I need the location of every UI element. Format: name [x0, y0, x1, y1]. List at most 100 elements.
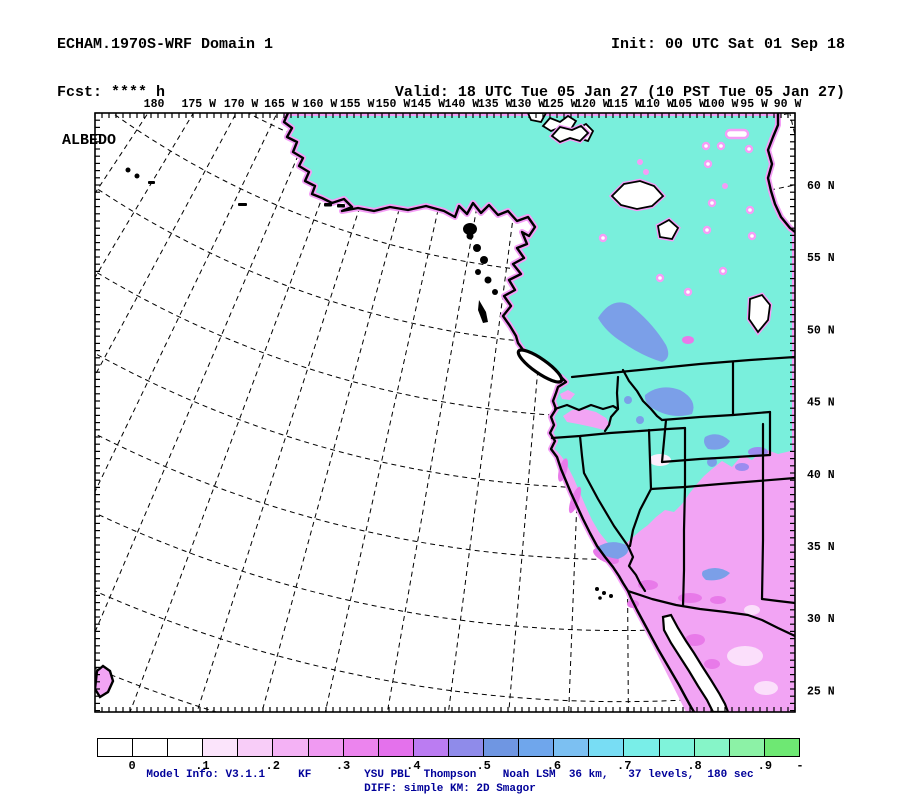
parallel-line — [95, 590, 795, 702]
pale-pink-patches — [727, 605, 778, 695]
small-lake-dot — [745, 205, 755, 215]
longitude-axis-labels: 180 175 W 170 W 165 W 160 W 155 W 150 W 145 W 14… — [144, 98, 802, 111]
lon-label: 145 W — [411, 98, 446, 111]
header-left: ECHAM.1970S-WRF Domain 1 Fcst: **** h AL… — [57, 5, 273, 181]
small-lake-dots — [598, 128, 757, 297]
lat-label: 25 N — [807, 685, 835, 698]
colorbar-tick-label: - — [796, 759, 804, 773]
colorbar-cell — [729, 739, 765, 756]
small-lake-dot — [683, 287, 693, 297]
lat-label: 50 N — [807, 324, 835, 337]
small-lake-dot — [701, 141, 711, 151]
lon-label: 135 W — [478, 98, 513, 111]
colorbar-tick-label: .3 — [335, 759, 351, 773]
lon-label: 160 W — [303, 98, 338, 111]
colorbar-tick-label: .6 — [546, 759, 562, 773]
lon-label: 130 W — [511, 98, 546, 111]
us-canada-border — [570, 355, 795, 379]
small-lake-dot — [747, 231, 757, 241]
diffusion-info-line: DIFF: simple KM: 2D Smagor — [364, 783, 536, 795]
small-lake-dot — [744, 144, 754, 154]
colorbar-tick-label: .9 — [757, 759, 773, 773]
lon-label: 100 W — [704, 98, 739, 111]
sierra-teal-tongue — [579, 474, 610, 541]
gulf-of-california — [661, 613, 730, 712]
small-lake-dot — [718, 266, 728, 276]
pink-dot — [722, 183, 728, 189]
valid-time: Valid: 18 UTC Tue 05 Jan 27 (10 PST Tue … — [394, 84, 845, 101]
colorbar-cell — [659, 739, 695, 756]
snake-plain-pink — [563, 409, 611, 430]
southwest-pink-region — [556, 449, 795, 712]
colorbar: 0 .1 .2 .3 .4 .5 .6 .7 .8 .9 - — [97, 738, 804, 773]
colorbar-tick-label: .7 — [617, 759, 632, 773]
small-lake-dot — [703, 159, 713, 169]
init-time: Init: 00 UTC Sat 01 Sep 18 — [610, 36, 845, 53]
colorbar-cell — [413, 739, 449, 756]
colorbar-cell — [168, 739, 204, 756]
lon-label: 105 W — [671, 98, 706, 111]
lat-label: 45 N — [807, 397, 835, 410]
colorbar-cell — [694, 739, 730, 756]
colorbar-cell — [308, 739, 344, 756]
salt-desert-pale-spot — [649, 454, 671, 466]
parallel-line — [0, 0, 900, 62]
colorbar-cell — [519, 739, 555, 756]
meridian-line — [95, 113, 317, 634]
lat-label: 40 N — [807, 469, 835, 482]
us-mexico-border — [626, 589, 795, 638]
arctic-inlet — [527, 113, 548, 124]
field-name: ALBEDO — [62, 132, 117, 149]
colorbar-cell — [378, 739, 414, 756]
small-lake-dot — [716, 141, 726, 151]
colorbar-cell — [343, 739, 379, 756]
colorbar-cell — [624, 739, 660, 756]
small-lake-dot — [707, 198, 717, 208]
coastline — [282, 113, 795, 712]
pink-dot — [643, 169, 649, 175]
lon-label: 95 W — [740, 98, 768, 111]
lat-label: 60 N — [807, 180, 835, 193]
model-title: ECHAM.1970S-WRF Domain 1 — [57, 36, 274, 53]
lon-label: 150 W — [376, 98, 411, 111]
meridian-line — [789, 113, 795, 138]
map-border — [94, 112, 796, 713]
meridian-line — [95, 113, 149, 195]
small-lake-dot — [655, 273, 665, 283]
colorbar-cell — [448, 739, 485, 756]
lon-label: 155 W — [340, 98, 375, 111]
colorbar-tick-label: 0 — [128, 759, 136, 773]
model-info-line: Model Info: V3.1.1 KF YSU PBL Thompson N… — [146, 769, 754, 781]
lat-label: 55 N — [807, 252, 835, 265]
lon-label: 125 W — [543, 98, 578, 111]
latitude-axis-labels: 60 N 55 N 50 N 45 N 40 N 35 N 30 N 25 N — [807, 180, 835, 698]
lon-label: 175 W — [181, 98, 216, 111]
lon-label: 165 W — [264, 98, 299, 111]
header-right: Init: 00 UTC Sat 01 Sep 18 Valid: 18 UTC… — [395, 5, 845, 133]
columbia-pink — [560, 390, 575, 400]
colorbar-cell — [484, 739, 520, 756]
lon-label: 110 W — [639, 98, 674, 111]
colorbar-cell — [764, 739, 799, 756]
meridian-line — [95, 113, 278, 493]
colorbar-cell — [133, 739, 169, 756]
vancouver-island — [516, 348, 564, 384]
meridian-line — [129, 113, 355, 712]
colorbar-cell — [273, 739, 309, 756]
state-borders — [550, 355, 795, 638]
lon-label: 170 W — [224, 98, 259, 111]
aleutian-islands — [125, 167, 477, 235]
lon-label: 115 W — [607, 98, 642, 111]
lat-label: 30 N — [807, 613, 835, 626]
colorbar-cell — [589, 739, 625, 756]
small-lake-dot — [598, 233, 608, 243]
lakes — [548, 123, 773, 336]
colorbar-cell — [238, 739, 274, 756]
channel-islands — [595, 587, 613, 600]
lat-label: 35 N — [807, 541, 835, 554]
colorbar-tick-label: .2 — [265, 759, 280, 773]
colorbar-cell — [554, 739, 590, 756]
lon-label: 90 W — [774, 98, 802, 111]
